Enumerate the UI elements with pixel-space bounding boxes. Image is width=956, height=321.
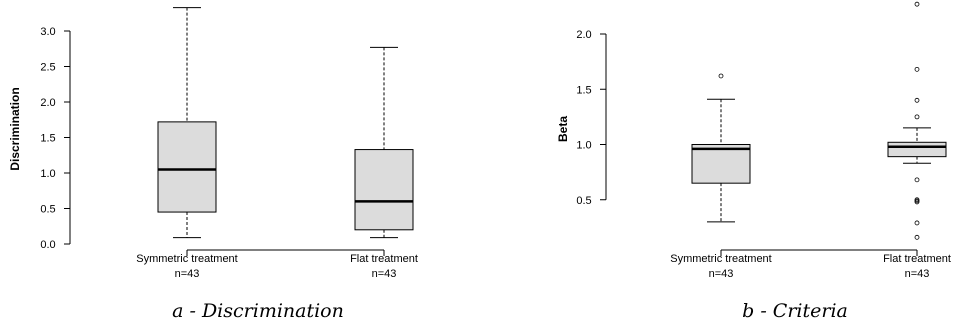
outlier-point bbox=[914, 177, 920, 183]
outlier-point bbox=[914, 234, 920, 240]
outlier-point bbox=[914, 220, 920, 226]
interquartile-box bbox=[354, 149, 414, 231]
b-y-axis-label: Beta bbox=[556, 116, 570, 142]
a-y-tick-label: 1.0 bbox=[40, 168, 55, 180]
interquartile-box bbox=[887, 141, 947, 158]
outlier-point bbox=[914, 1, 920, 7]
b-caption: b - Criteria bbox=[742, 300, 848, 321]
a-box-0 bbox=[157, 7, 217, 239]
a-caption: a - Discrimination bbox=[172, 300, 344, 321]
b-x-axis bbox=[720, 249, 918, 256]
a-x-tick-label-flat: Flat treatment bbox=[350, 253, 418, 265]
a-x-tick-label-symmetric: Symmetric treatment bbox=[136, 253, 237, 265]
a-x-axis bbox=[186, 249, 385, 256]
outlier-point bbox=[914, 66, 920, 72]
outlier-point bbox=[914, 199, 920, 205]
a-box-1 bbox=[354, 46, 414, 239]
a-n-label-flat: n=43 bbox=[372, 268, 397, 280]
a-y-tick-label: 0.0 bbox=[40, 239, 55, 251]
panel-b: 0.5 1.0 1.5 2.0 Beta Symmetric treatment n=… bbox=[556, 1, 951, 321]
b-y-tick-label: 2.0 bbox=[576, 29, 591, 41]
b-box-1 bbox=[887, 1, 947, 240]
b-x-tick-label-flat: Flat treatment bbox=[883, 253, 951, 265]
b-y-tick-label: 1.5 bbox=[576, 84, 591, 96]
a-n-label-symmetric: n=43 bbox=[175, 268, 200, 280]
b-y-tick-label: 1.0 bbox=[576, 140, 591, 152]
a-y-tick-label: 2.5 bbox=[40, 62, 55, 74]
a-y-axis: 0.0 0.5 1.0 1.5 2.0 2.5 3.0 bbox=[40, 26, 71, 251]
b-y-axis: 0.5 1.0 1.5 2.0 bbox=[576, 29, 607, 207]
a-boxes bbox=[157, 7, 414, 239]
a-y-tick-label: 3.0 bbox=[40, 26, 55, 38]
interquartile-box bbox=[157, 121, 217, 213]
b-y-tick-label: 0.5 bbox=[576, 195, 591, 207]
b-boxes bbox=[691, 1, 947, 240]
a-y-tick-label: 1.5 bbox=[40, 133, 55, 145]
outlier-point bbox=[914, 97, 920, 103]
b-x-tick-label-symmetric: Symmetric treatment bbox=[670, 253, 771, 265]
b-n-label-symmetric: n=43 bbox=[709, 268, 734, 280]
panel-a: 0.0 0.5 1.0 1.5 2.0 2.5 3.0 Discrimination Sym… bbox=[8, 7, 418, 321]
outlier-point bbox=[914, 114, 920, 120]
a-y-axis-label: Discrimination bbox=[8, 87, 22, 170]
b-n-label-flat: n=43 bbox=[905, 268, 930, 280]
b-box-0 bbox=[691, 73, 751, 223]
a-y-tick-label: 0.5 bbox=[40, 204, 55, 216]
interquartile-box bbox=[691, 144, 751, 184]
outlier-point bbox=[718, 73, 724, 79]
a-y-tick-label: 2.0 bbox=[40, 97, 55, 109]
